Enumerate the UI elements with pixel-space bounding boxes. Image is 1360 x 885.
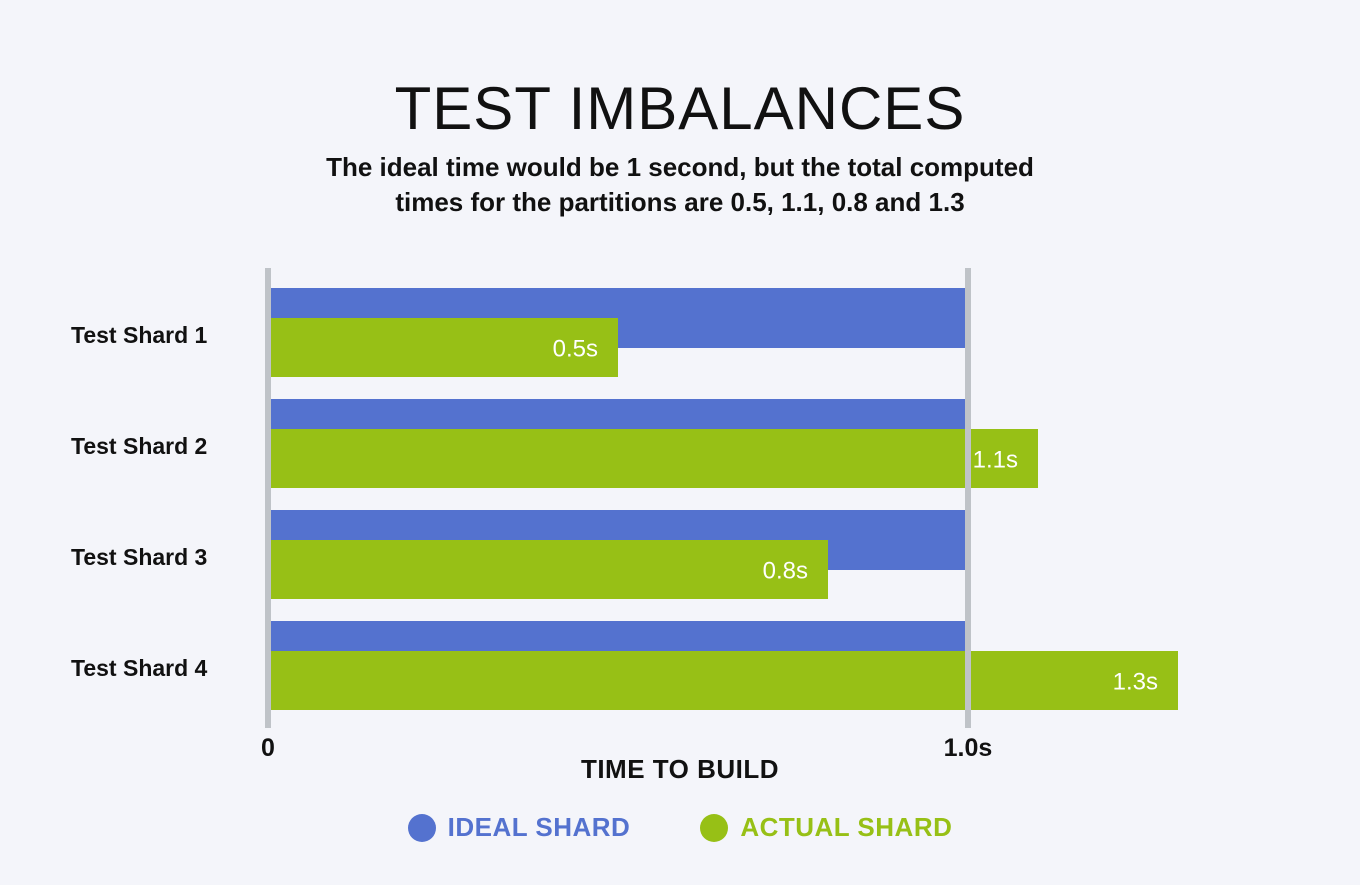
legend-label-actual: ACTUAL SHARD xyxy=(740,812,953,842)
legend-label-ideal: IDEAL SHARD xyxy=(447,812,631,842)
x-tick-label-2: 1.0s xyxy=(944,734,993,762)
chart-subtitle: The ideal time would be 1 second, but th… xyxy=(0,150,1360,220)
category-label-2: Test Shard 2 xyxy=(71,433,207,459)
category-label-3: Test Shard 3 xyxy=(71,544,207,570)
actual-bar-label-4: 1.3s xyxy=(1113,669,1158,696)
legend: IDEAL SHARD ACTUAL SHARD xyxy=(0,812,1360,843)
x-axis-title: TIME TO BUILD xyxy=(581,754,779,784)
actual-bar-4 xyxy=(268,651,1178,710)
subtitle-line-1: The ideal time would be 1 second, but th… xyxy=(326,152,1034,182)
category-label-4: Test Shard 4 xyxy=(71,655,208,681)
actual-bar-label-2: 1.1s xyxy=(973,447,1018,474)
actual-bar-3 xyxy=(268,540,828,599)
chart-title: TEST IMBALANCES xyxy=(394,75,966,142)
bar-chart: 0.5s Test Shard 1 1.1s Test Shard 2 0.8s Test… xyxy=(71,268,1178,784)
legend-item-actual: ACTUAL SHARD xyxy=(700,812,952,843)
legend-item-ideal: IDEAL SHARD xyxy=(407,812,631,843)
actual-bar-label-1: 0.5s xyxy=(553,336,598,363)
x-tick-label-1: 0 xyxy=(261,734,275,762)
actual-bar-2 xyxy=(268,429,1038,488)
actual-bar-1 xyxy=(268,318,618,377)
subtitle-line-2: times for the partitions are 0.5, 1.1, 0… xyxy=(395,187,965,217)
actual-bar-label-3: 0.8s xyxy=(763,558,808,585)
legend-swatch-ideal xyxy=(407,813,436,842)
legend-swatch-actual xyxy=(700,813,729,842)
category-label-1: Test Shard 1 xyxy=(71,322,208,348)
